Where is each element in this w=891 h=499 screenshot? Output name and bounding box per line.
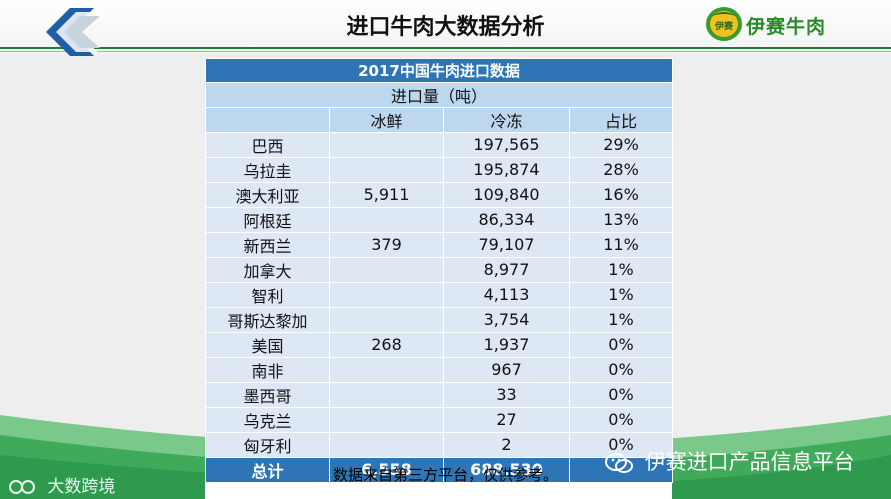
cell-frozen: 33 <box>443 381 570 408</box>
cell-chilled <box>329 306 444 333</box>
table-subtitle: 进口量（吨） <box>205 81 673 108</box>
table-subtitle-row: 进口量（吨） <box>205 81 673 108</box>
watermark-left-text: 大数跨境 <box>47 477 116 497</box>
cell-chilled <box>329 406 444 433</box>
table-row: 乌克兰 27 0% <box>205 406 673 433</box>
table-row: 阿根廷 86,334 13% <box>205 206 673 233</box>
cell-frozen: 4,113 <box>443 281 570 308</box>
table-total-row: 总计 6,558 688,530 <box>205 456 673 483</box>
beef-import-table: 2017中国牛肉进口数据 进口量（吨） 冰鲜 冷冻 占比 巴西 197,565 29… <box>205 58 673 483</box>
cell-chilled: 379 <box>329 231 444 258</box>
page-title: 进口牛肉大数据分析 <box>346 14 545 40</box>
cell-country: 巴西 <box>205 131 330 158</box>
brand-logo-icon: 伊赛 <box>706 7 742 41</box>
watermark-right: 伊赛进口产品信息平台 <box>604 446 855 476</box>
cell-share: 29% <box>569 131 673 158</box>
cell-frozen: 8,977 <box>443 256 570 283</box>
cell-chilled <box>329 381 444 408</box>
cell-share: 28% <box>569 156 673 183</box>
cell-country: 乌克兰 <box>205 406 330 433</box>
column-header-country <box>205 106 330 133</box>
cell-frozen: 197,565 <box>443 131 570 158</box>
cell-chilled <box>329 156 444 183</box>
total-frozen: 688,530 <box>443 456 570 483</box>
watermark-logo-icon <box>9 480 35 494</box>
cell-chilled <box>329 206 444 233</box>
header-bar <box>0 0 891 54</box>
table-row: 乌拉圭 195,874 28% <box>205 156 673 183</box>
table-row: 加拿大 8,977 1% <box>205 256 673 283</box>
cell-frozen: 79,107 <box>443 231 570 258</box>
wechat-icon <box>605 453 633 473</box>
cell-share: 1% <box>569 281 673 308</box>
cell-share: 1% <box>569 256 673 283</box>
table-header-row: 冰鲜 冷冻 占比 <box>205 106 673 133</box>
table-row: 墨西哥 33 0% <box>205 381 673 408</box>
cell-share: 0% <box>569 406 673 433</box>
cell-frozen: 27 <box>443 406 570 433</box>
total-label: 总计 <box>205 456 330 483</box>
table-row: 澳大利亚 5,911 109,840 16% <box>205 181 673 208</box>
cell-country: 墨西哥 <box>205 381 330 408</box>
cell-country: 智利 <box>205 281 330 308</box>
cell-country: 澳大利亚 <box>205 181 330 208</box>
table-row: 哥斯达黎加 3,754 1% <box>205 306 673 333</box>
watermark-right-text: 伊赛进口产品信息平台 <box>644 450 855 474</box>
table-title: 2017中国牛肉进口数据 <box>205 58 673 83</box>
cell-share: 0% <box>569 331 673 358</box>
cell-country: 南非 <box>205 356 330 383</box>
cell-country: 加拿大 <box>205 256 330 283</box>
cell-share: 11% <box>569 231 673 258</box>
header-divider <box>0 47 891 49</box>
cell-frozen: 195,874 <box>443 156 570 183</box>
header-divider-thin <box>0 51 891 52</box>
cell-share: 1% <box>569 306 673 333</box>
cell-share: 13% <box>569 206 673 233</box>
cell-chilled: 268 <box>329 331 444 358</box>
cell-share: 0% <box>569 381 673 408</box>
brand-name: 伊赛牛肉 <box>746 16 827 38</box>
cell-chilled <box>329 431 444 458</box>
column-header-share: 占比 <box>569 106 673 133</box>
cell-frozen: 967 <box>443 356 570 383</box>
table-row: 智利 4,113 1% <box>205 281 673 308</box>
cell-country: 乌拉圭 <box>205 156 330 183</box>
cell-chilled <box>329 131 444 158</box>
cell-chilled: 5,911 <box>329 181 444 208</box>
table-row: 匈牙利 2 0% <box>205 431 673 458</box>
cell-frozen: 109,840 <box>443 181 570 208</box>
footer-note: 数据来自第三方平台，仅供参考。 <box>332 466 558 484</box>
cell-country: 阿根廷 <box>205 206 330 233</box>
column-header-chilled: 冰鲜 <box>329 106 444 133</box>
cell-share: 0% <box>569 356 673 383</box>
cell-frozen: 86,334 <box>443 206 570 233</box>
total-chilled: 6,558 <box>329 456 444 483</box>
cell-share: 0% <box>569 431 673 458</box>
table-row: 新西兰 379 79,107 11% <box>205 231 673 258</box>
table-row: 美国 268 1,937 0% <box>205 331 673 358</box>
cell-chilled <box>329 256 444 283</box>
cell-frozen: 2 <box>443 431 570 458</box>
cell-chilled <box>329 281 444 308</box>
cell-share: 16% <box>569 181 673 208</box>
cell-frozen: 3,754 <box>443 306 570 333</box>
table-row: 南非 967 0% <box>205 356 673 383</box>
cell-country: 新西兰 <box>205 231 330 258</box>
back-arrow-icon[interactable] <box>36 6 108 58</box>
cell-country: 美国 <box>205 331 330 358</box>
column-header-frozen: 冷冻 <box>443 106 570 133</box>
cell-chilled <box>329 356 444 383</box>
table-title-row: 2017中国牛肉进口数据 <box>205 58 673 83</box>
brand-badge-text: 伊赛 <box>714 20 734 32</box>
cell-country: 哥斯达黎加 <box>205 306 330 333</box>
table-row: 巴西 197,565 29% <box>205 131 673 158</box>
cell-country: 匈牙利 <box>205 431 330 458</box>
watermark-left: 大数跨境 <box>8 472 115 499</box>
cell-frozen: 1,937 <box>443 331 570 358</box>
